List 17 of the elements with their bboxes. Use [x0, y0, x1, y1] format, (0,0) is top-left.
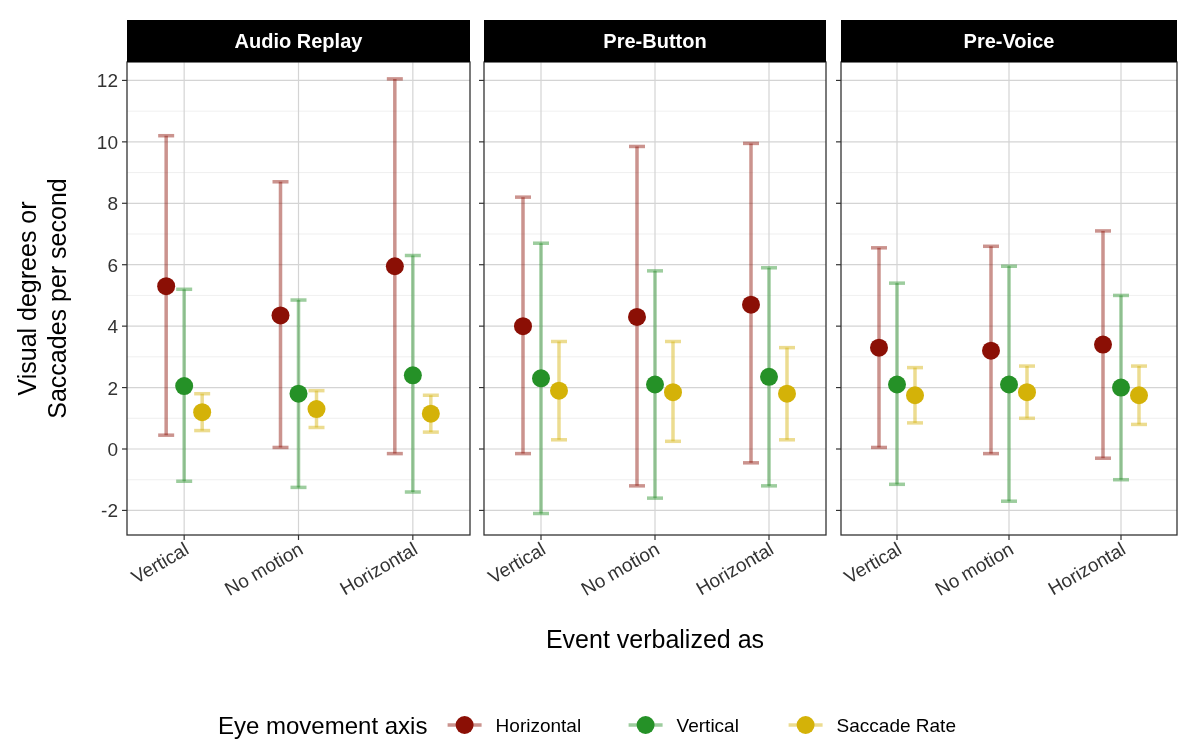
legend-label: Vertical	[676, 715, 739, 736]
y-tick-label: -2	[101, 500, 118, 522]
y-axis-title: Visual degrees or Saccades per second	[13, 178, 71, 419]
y-tick-label: 10	[96, 131, 118, 153]
y-tick-label: 4	[107, 316, 119, 338]
y-tick-label: 8	[107, 193, 118, 215]
y-tick-label: 6	[107, 254, 118, 276]
y-tick-label: 0	[107, 439, 118, 460]
y-tick-label: 2	[107, 377, 118, 399]
chart-title: Pre-Button	[603, 30, 707, 52]
chart-title: Audio Replay	[234, 30, 364, 52]
legend-label: Saccade Rate	[836, 715, 956, 736]
chart-title: Pre-Voice	[963, 30, 1055, 52]
y-tick-label: 12	[96, 70, 118, 92]
legend-title: Eye movement axis	[218, 712, 428, 739]
legend-label: Horizontal	[495, 715, 582, 736]
x-axis-title: Event verbalized as	[545, 625, 765, 653]
